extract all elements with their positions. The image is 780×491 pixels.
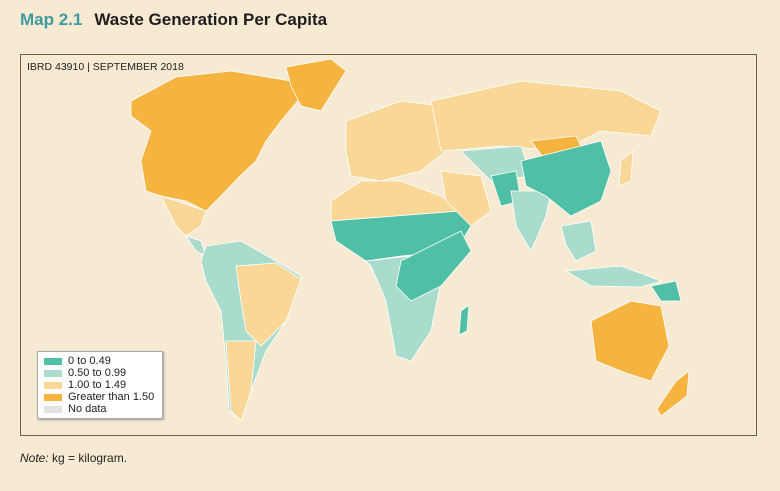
legend: 0 to 0.49 0.50 to 0.99 1.00 to 1.49 Greater… xyxy=(37,351,164,419)
map-frame: IBRD 43910 | SEPTEMBER 2018 0 to 0.49 0.5… xyxy=(20,54,757,436)
region-india xyxy=(510,190,552,252)
region-brazil xyxy=(235,262,302,347)
note-label: Note: xyxy=(20,451,49,465)
region-russia xyxy=(430,80,662,152)
legend-item: 1.00 to 1.49 xyxy=(44,379,154,391)
map-title: Map 2.1 Waste Generation Per Capita xyxy=(20,10,327,30)
region-southern-cone xyxy=(225,340,257,422)
region-madagascar xyxy=(458,304,470,336)
region-middle-east xyxy=(440,170,492,227)
map-id: IBRD 43910 | SEPTEMBER 2018 xyxy=(27,61,184,73)
note-text: kg = kilogram. xyxy=(48,451,128,465)
legend-item: No data xyxy=(44,403,154,415)
legend-item: 0 to 0.49 xyxy=(44,355,154,367)
region-japan xyxy=(618,150,634,187)
region-europe xyxy=(345,100,447,182)
region-southeast-asia xyxy=(560,220,597,262)
region-china xyxy=(520,140,612,217)
legend-item: 0.50 to 0.99 xyxy=(44,367,154,379)
region-indonesia xyxy=(564,265,663,288)
region-east-africa xyxy=(395,230,472,302)
map-title-text: Waste Generation Per Capita xyxy=(94,10,328,29)
legend-label: 1.00 to 1.49 xyxy=(68,379,127,391)
legend-label: Greater than 1.50 xyxy=(68,391,155,403)
region-central-america xyxy=(185,235,207,257)
legend-swatch xyxy=(44,357,62,365)
region-australia xyxy=(590,300,670,382)
legend-label: No data xyxy=(68,403,107,415)
region-new-zealand xyxy=(656,370,690,417)
legend-swatch xyxy=(44,393,62,401)
legend-swatch xyxy=(44,405,62,413)
legend-label: 0.50 to 0.99 xyxy=(68,367,127,379)
legend-swatch xyxy=(44,381,62,389)
note: Note: kg = kilogram. xyxy=(20,451,127,465)
legend-item: Greater than 1.50 xyxy=(44,391,154,403)
region-north-america xyxy=(130,70,302,212)
world-map xyxy=(130,58,690,422)
region-greenland xyxy=(285,58,347,112)
legend-label: 0 to 0.49 xyxy=(68,355,111,367)
map-number: Map 2.1 xyxy=(20,10,83,29)
region-png xyxy=(650,280,682,302)
legend-swatch xyxy=(44,369,62,377)
